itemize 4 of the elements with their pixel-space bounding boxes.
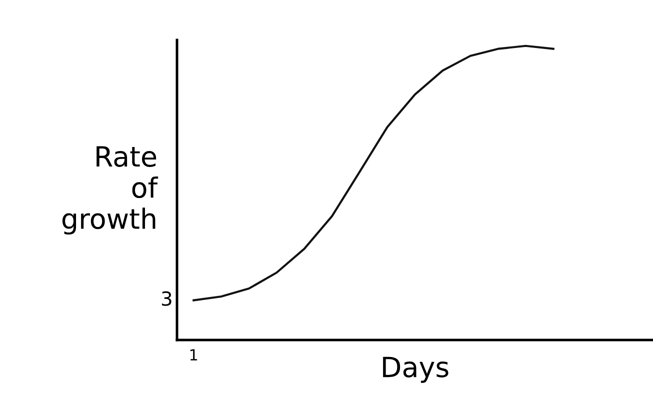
- text: 1: [190, 349, 198, 360]
- x-axis-title: Days: [383, 356, 448, 383]
- y-axis-title: Rate of growth: [62, 146, 158, 235]
- text: 3: [162, 291, 172, 306]
